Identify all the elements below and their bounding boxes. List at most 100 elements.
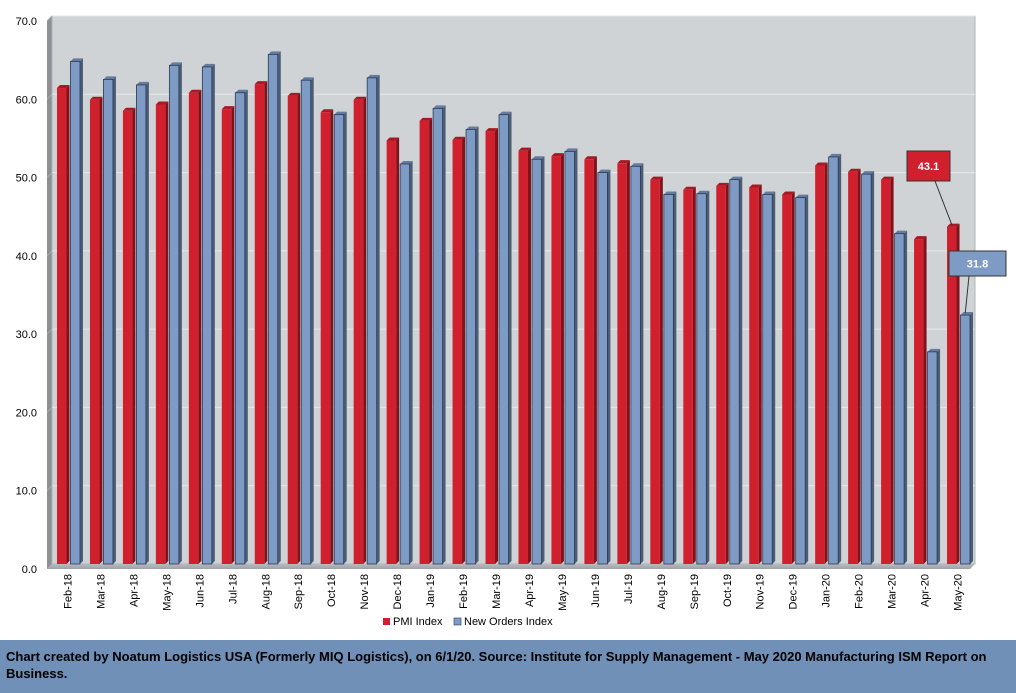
bar-side (824, 162, 828, 565)
bar-pmi (452, 136, 466, 565)
bar-top (89, 96, 103, 100)
bar-side (758, 184, 762, 564)
bar-pmi (56, 85, 70, 564)
legend-swatch (453, 617, 462, 626)
bar-top (828, 153, 842, 157)
y-tick-label: 40.0 (16, 251, 37, 263)
bar-front (696, 193, 707, 565)
bar-front (399, 163, 411, 565)
bar-front (815, 165, 825, 565)
bar-top (56, 85, 70, 89)
gridline-side (46, 485, 53, 492)
bar-side (442, 105, 446, 565)
bar-new-orders (531, 156, 545, 565)
legend-swatch (383, 618, 390, 625)
bar-pmi (320, 109, 334, 564)
gridline-side (46, 93, 53, 100)
x-tick-label: May-20 (953, 574, 965, 611)
bar-side (475, 126, 479, 564)
y-tick-label: 50.0 (16, 173, 37, 185)
bar-front (320, 112, 331, 564)
x-tick-label: Feb-20 (854, 574, 866, 609)
bar-new-orders (927, 348, 941, 565)
bar-front (498, 114, 509, 565)
bar-top (235, 89, 248, 93)
bar-side (904, 230, 908, 565)
bar-new-orders (399, 160, 413, 565)
x-tick-label: Jul-18 (227, 574, 239, 604)
bar-top (70, 58, 83, 62)
bar-pmi (155, 101, 169, 564)
bar-front (881, 179, 891, 565)
bar-pmi (584, 156, 597, 564)
x-tick-label: Nov-19 (755, 574, 767, 609)
bar-pmi (485, 128, 499, 564)
bar-new-orders (498, 111, 512, 565)
bar-side (244, 89, 248, 564)
bar-front (947, 226, 957, 565)
bar-top (584, 156, 597, 160)
bar-front (762, 194, 773, 565)
bar-top (353, 96, 367, 100)
bar-pmi (386, 137, 400, 564)
bar-front (136, 84, 147, 565)
bar-pmi (89, 96, 103, 564)
x-tick-label: May-18 (161, 574, 173, 611)
bar-top (782, 191, 795, 195)
legend-item: PMI Index (383, 616, 443, 628)
bar-front (103, 79, 114, 565)
bar-side (857, 168, 861, 564)
bar-front (848, 171, 858, 564)
x-tick-label: Jun-19 (590, 574, 602, 608)
x-tick-label: Jan-19 (425, 574, 437, 608)
bar-top (881, 176, 894, 180)
bar-top (894, 230, 908, 234)
gridline-side (46, 328, 53, 335)
bar-pmi (947, 223, 960, 565)
bar-new-orders (432, 105, 446, 565)
bar-front (353, 99, 364, 564)
bar-pmi (221, 106, 235, 564)
bar-top (499, 111, 512, 115)
x-tick-label: Oct-18 (326, 574, 338, 607)
bar-top (188, 89, 202, 93)
bar-side (772, 191, 776, 564)
bar-top (960, 312, 974, 316)
bar-front (366, 77, 378, 565)
bar-top (683, 186, 696, 190)
bar-top (749, 184, 762, 188)
gridline-side (46, 250, 53, 257)
bar-pmi (353, 96, 367, 564)
bar-side (923, 236, 927, 564)
callout-box (906, 150, 951, 182)
callout-leader (934, 180, 953, 225)
bar-pmi (419, 117, 433, 564)
bar-front (584, 159, 594, 564)
bar-top (531, 156, 545, 160)
bar-side (805, 194, 809, 564)
bar-side (739, 176, 743, 565)
bar-side (640, 163, 644, 564)
x-tick-label: Sep-19 (689, 574, 701, 609)
bar-top (848, 168, 861, 172)
bar-pmi (122, 107, 136, 565)
bar-new-orders (960, 312, 974, 565)
bar-side (673, 191, 677, 564)
bar-front (267, 53, 279, 565)
bar-front (465, 129, 476, 565)
bar-new-orders (103, 76, 116, 565)
bar-pmi (716, 182, 729, 564)
chart: 0.0 10.0 20.0 30.0 40.0 50.0 60.0 70.0 Feb-18 Ma… (16, 15, 1007, 628)
bar-side (508, 111, 512, 564)
bar-side (593, 156, 597, 564)
bar-side (376, 74, 380, 565)
bar-front (650, 179, 660, 565)
bar-front (122, 110, 133, 565)
bar-front (254, 84, 265, 564)
bar-side (99, 96, 103, 564)
x-tick-label: Apr-19 (524, 574, 536, 607)
chart-source-footer: Chart created by Noatum Logistics USA (F… (0, 640, 1016, 693)
gridline-side (46, 407, 53, 413)
bar-top (254, 81, 268, 85)
bar-side (178, 62, 182, 564)
